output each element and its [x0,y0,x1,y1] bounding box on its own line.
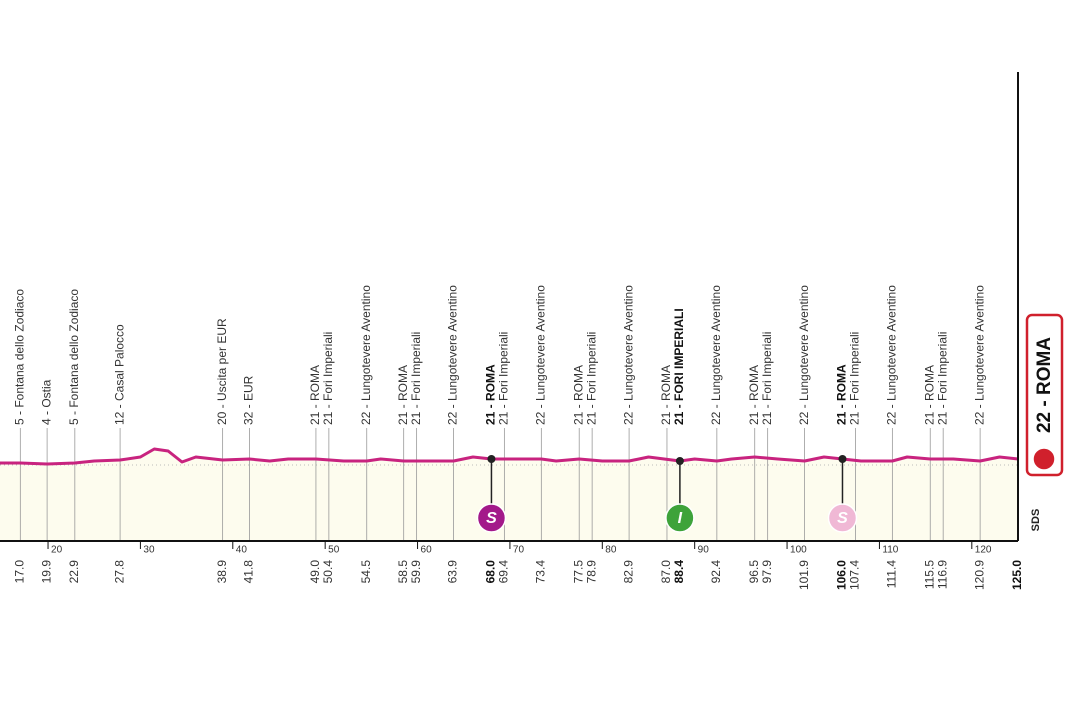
km-label: 107.4 [848,560,862,590]
sprint-letter: S [486,510,497,527]
location-label: 22 - Lungotevere Aventino [359,285,373,425]
location-label: 21 - ROMA [484,364,498,425]
km-label: 68.0 [484,560,498,584]
sprint-letter: S [837,510,848,527]
location-label: 22 - Lungotevere Aventino [885,285,899,425]
km-label: 111.4 [885,560,899,589]
location-label: 5 - Fontana dello Zodiaco [67,289,81,425]
km-label: 78.9 [584,560,598,584]
sprint-dot [838,455,847,463]
x-tick-label: 80 [605,545,617,556]
km-label: 27.8 [112,560,126,584]
x-tick-label: 50 [328,545,340,556]
km-label: 92.4 [709,560,723,584]
location-label: 22 - Lungotevere Aventino [797,285,811,425]
location-label: 22 - Lungotevere Aventino [621,285,635,425]
km-label: 58.5 [396,560,410,584]
km-label: 54.5 [359,560,373,584]
location-label: 21 - Fori Imperiali [760,332,774,425]
km-label: 96.5 [747,560,761,584]
sprint-badge [665,503,695,533]
location-label: 4 - Ostia [39,379,53,425]
sprint-dot [487,455,496,463]
location-label: 22 - Lungotevere Aventino [972,285,986,425]
profile-area [0,449,1018,541]
km-label: 22.9 [67,560,81,584]
km-label: 69.4 [497,560,511,584]
finish-icon [1032,447,1056,471]
location-label: 21 - FORI IMPERIALI [672,308,686,425]
location-label: 21 - ROMA [308,365,322,425]
km-label: 88.4 [672,560,686,584]
location-label: 22 - Lungotevere Aventino [709,285,723,425]
km-label: 59.9 [409,560,423,584]
km-label: 101.9 [797,560,811,590]
x-tick-label: 90 [698,545,710,556]
x-tick-label: 100 [790,545,807,556]
km-label: 82.9 [621,560,635,584]
finish-label: 22 - ROMA [1034,337,1055,433]
location-label: 21 - Fori Imperiali [584,332,598,425]
km-label: 38.9 [215,560,229,584]
sprint-badge [476,503,507,533]
location-label: 5 - Fontana dello Zodiaco [12,289,26,425]
sprint-letter: I [678,510,683,527]
location-label: 21 - ROMA [922,365,936,425]
x-tick-label: 60 [421,545,433,556]
finish-box [1025,313,1064,477]
x-tick-label: 30 [143,545,155,556]
km-label: 41.8 [242,560,256,584]
location-label: 32 - EUR [242,375,256,425]
km-label: 63.9 [446,560,460,584]
location-label: 21 - Fori Imperiali [848,332,862,425]
x-tick-label: 110 [882,545,898,556]
km-label: 17.0 [12,560,26,584]
location-label: 21 - Fori Imperiali [497,332,511,425]
sprint-badge [827,503,858,533]
km-label: 106.0 [835,560,849,590]
km-label: 97.9 [760,560,774,584]
km-label: 73.4 [534,560,548,584]
km-label: 115.5 [922,560,936,589]
km-label: 50.4 [321,560,335,584]
location-label: 22 - Lungotevere Aventino [446,285,460,425]
location-label: 20 - Uscita per EUR [215,318,229,425]
location-label: 21 - ROMA [659,365,673,425]
x-tick-label: 20 [51,545,63,556]
location-label: 21 - ROMA [747,365,761,425]
location-label: 21 - ROMA [835,364,849,425]
location-label: 21 - Fori Imperiali [409,332,423,425]
x-tick-label: 120 [975,545,992,556]
sprint-dot [675,457,684,465]
location-label: 22 - Lungotevere Aventino [534,285,548,425]
x-tick-label: 70 [513,545,525,556]
location-label: 21 - Fori Imperiali [321,332,335,425]
logo: SDS [1030,509,1042,532]
km-label: 116.9 [935,560,949,589]
location-label: 21 - Fori Imperiali [935,332,949,425]
km-label: 19.9 [39,560,53,584]
km-label: 77.5 [571,560,585,584]
km-label: 49.0 [308,560,322,584]
location-label: 21 - ROMA [571,365,585,425]
location-label: 21 - ROMA [396,365,410,425]
x-tick-label: 40 [236,545,248,556]
finish-km-label: 125.0 [1010,560,1024,590]
km-label: 120.9 [972,560,986,590]
location-label: 12 - Casal Palocco [112,324,126,425]
km-label: 87.0 [659,560,673,584]
